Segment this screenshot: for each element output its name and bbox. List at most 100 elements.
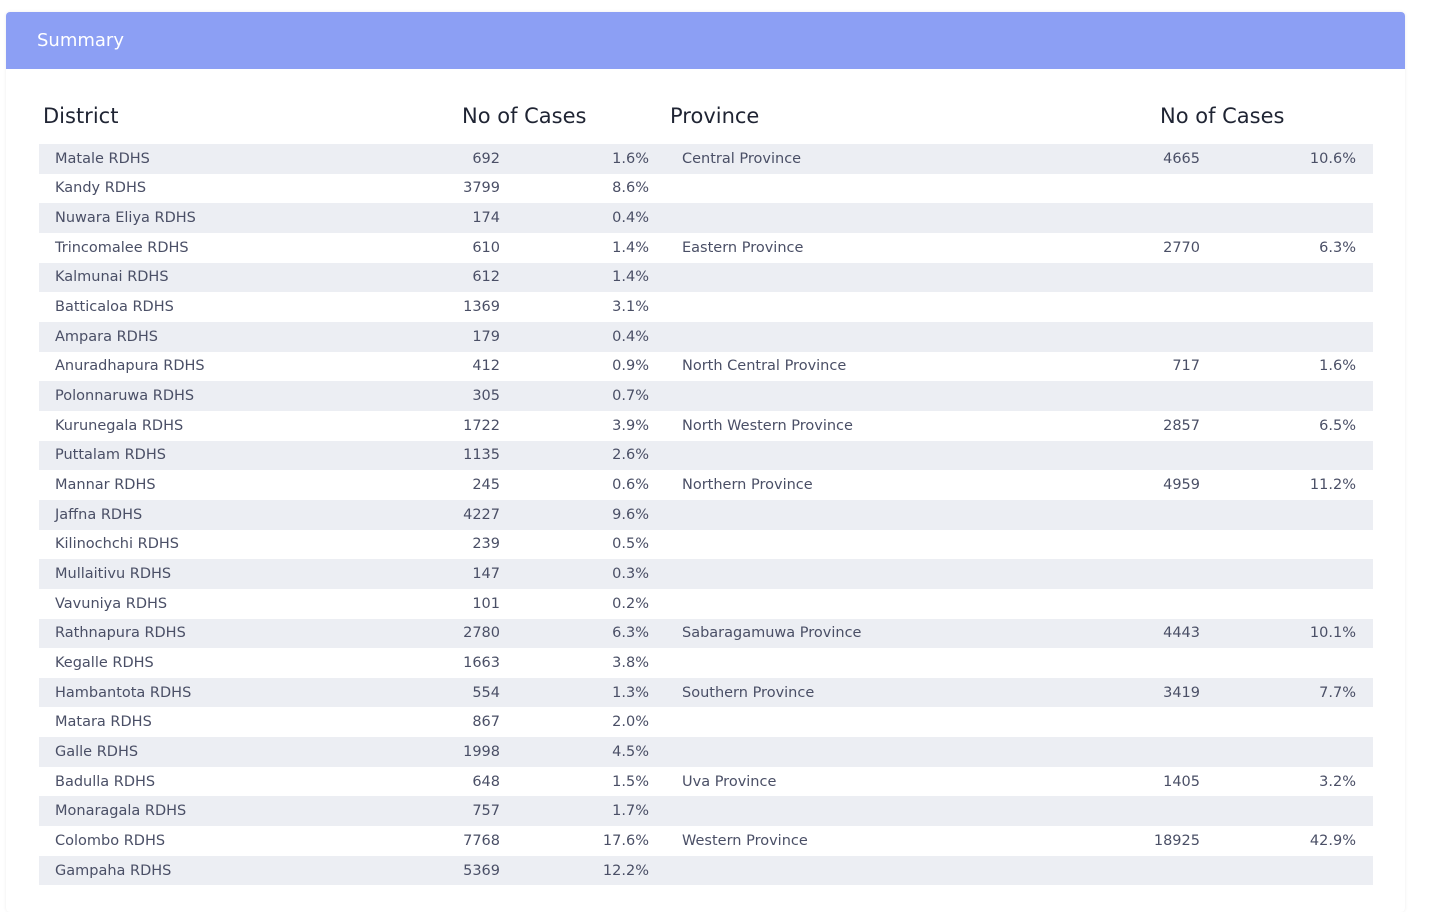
- province-cases-cell: 4959: [1163, 477, 1200, 494]
- summary-table-body: Matale RDHS 692 1.6% Central Province 4665 10…: [39, 144, 1373, 886]
- province-cell: Southern Province: [682, 684, 815, 701]
- district-percent-cell: 17.6%: [602, 832, 649, 849]
- district-percent-cell: 9.6%: [612, 506, 649, 523]
- province-cases-cell: 717: [1172, 358, 1200, 375]
- district-percent-cell: 4.5%: [612, 743, 649, 760]
- column-header-province: Province: [670, 104, 760, 128]
- district-cell: Trincomalee RDHS: [55, 239, 189, 256]
- district-cases-cell: 612: [472, 269, 500, 286]
- district-cases-cell: 648: [472, 773, 500, 790]
- district-percent-cell: 0.5%: [612, 536, 649, 553]
- district-cell: Galle RDHS: [55, 743, 139, 760]
- district-cell: Hambantota RDHS: [55, 684, 192, 701]
- district-percent-cell: 12.2%: [602, 862, 649, 879]
- province-cases-cell: 4665: [1163, 150, 1200, 167]
- province-cell: Sabaragamuwa Province: [682, 625, 862, 642]
- table-header: District No of Cases Province No of Case…: [6, 104, 1405, 144]
- district-cell: Kurunegala RDHS: [55, 417, 184, 434]
- province-cases-cell: 18925: [1153, 832, 1200, 849]
- district-cell: Kalmunai RDHS: [55, 269, 169, 286]
- province-percent-cell: 6.5%: [1319, 417, 1356, 434]
- district-cases-cell: 2780: [463, 625, 500, 642]
- province-cases-cell: 4443: [1163, 625, 1200, 642]
- table-row: Nuwara Eliya RDHS 174 0.4%: [39, 203, 1373, 233]
- province-cases-cell: 2770: [1163, 239, 1200, 256]
- district-cases-cell: 1135: [463, 447, 500, 464]
- province-cases-cell: 2857: [1163, 417, 1200, 434]
- province-cases-cell: 3419: [1163, 684, 1200, 701]
- district-cell: Matara RDHS: [55, 714, 152, 731]
- province-percent-cell: 10.6%: [1309, 150, 1356, 167]
- district-cases-cell: 101: [472, 595, 500, 612]
- table-row: Mannar RDHS 245 0.6% Northern Province 4959 1…: [39, 470, 1373, 500]
- district-cases-cell: 1369: [463, 299, 500, 316]
- card-header: Summary: [6, 12, 1405, 69]
- district-cell: Kilinochchi RDHS: [55, 536, 179, 553]
- district-percent-cell: 0.6%: [612, 477, 649, 494]
- province-cell: Eastern Province: [682, 239, 804, 256]
- district-cell: Mullaitivu RDHS: [55, 566, 172, 583]
- district-cell: Colombo RDHS: [55, 832, 166, 849]
- province-cell: North Western Province: [682, 417, 853, 434]
- table-row: Hambantota RDHS 554 1.3% Southern Province 3…: [39, 677, 1373, 708]
- table-row: Trincomalee RDHS 610 1.4% Eastern Province 2…: [39, 233, 1373, 263]
- district-percent-cell: 1.6%: [612, 150, 649, 167]
- table-row: Kalmunai RDHS 612 1.4%: [39, 262, 1373, 293]
- district-cell: Nuwara Eliya RDHS: [55, 210, 196, 227]
- district-cases-cell: 7768: [463, 832, 500, 849]
- column-header-province-cases: No of Cases: [1160, 104, 1285, 128]
- column-header-district-cases: No of Cases: [462, 104, 587, 128]
- district-cases-cell: 4227: [463, 506, 500, 523]
- province-cell: Northern Province: [682, 477, 813, 494]
- district-cases-cell: 245: [472, 477, 500, 494]
- district-percent-cell: 1.3%: [612, 684, 649, 701]
- district-cell: Anuradhapura RDHS: [55, 358, 205, 375]
- district-cell: Kegalle RDHS: [55, 654, 154, 671]
- district-percent-cell: 2.6%: [612, 447, 649, 464]
- table-row: Ampara RDHS 179 0.4%: [39, 321, 1373, 352]
- district-cases-cell: 239: [472, 536, 500, 553]
- district-cell: Polonnaruwa RDHS: [55, 388, 195, 405]
- district-cell: Matale RDHS: [55, 150, 150, 167]
- table-row: Vavuniya RDHS 101 0.2%: [39, 589, 1373, 619]
- table-row: Gampaha RDHS 5369 12.2%: [39, 855, 1373, 886]
- table-row: Matale RDHS 692 1.6% Central Province 4665 10…: [39, 144, 1373, 174]
- table-row: Galle RDHS 1998 4.5%: [39, 737, 1373, 767]
- district-percent-cell: 1.4%: [612, 269, 649, 286]
- district-cell: Gampaha RDHS: [55, 862, 172, 879]
- district-cases-cell: 757: [472, 803, 500, 820]
- province-cell: Uva Province: [682, 773, 777, 790]
- district-cell: Batticaloa RDHS: [55, 299, 174, 316]
- district-cases-cell: 179: [472, 328, 500, 345]
- district-percent-cell: 1.7%: [612, 803, 649, 820]
- district-cell: Monaragala RDHS: [55, 803, 187, 820]
- district-percent-cell: 3.8%: [612, 654, 649, 671]
- district-percent-cell: 0.4%: [612, 210, 649, 227]
- district-percent-cell: 3.1%: [612, 299, 649, 316]
- table-row: Anuradhapura RDHS 412 0.9% North Central Pr…: [39, 352, 1373, 382]
- district-cases-cell: 3799: [463, 180, 500, 197]
- province-cell: Western Province: [682, 832, 808, 849]
- district-percent-cell: 6.3%: [612, 625, 649, 642]
- table-row: Batticaloa RDHS 1369 3.1%: [39, 292, 1373, 322]
- district-cell: Vavuniya RDHS: [55, 595, 168, 612]
- district-cell: Kandy RDHS: [55, 180, 147, 197]
- district-cell: Badulla RDHS: [55, 773, 156, 790]
- card-title: Summary: [37, 30, 124, 51]
- district-cases-cell: 147: [472, 566, 500, 583]
- table-row: Kilinochchi RDHS 239 0.5%: [39, 530, 1373, 560]
- province-percent-cell: 1.6%: [1319, 358, 1356, 375]
- district-percent-cell: 0.9%: [612, 358, 649, 375]
- district-cell: Rathnapura RDHS: [55, 625, 186, 642]
- district-cases-cell: 305: [472, 388, 500, 405]
- province-percent-cell: 6.3%: [1319, 239, 1356, 256]
- district-percent-cell: 3.9%: [612, 417, 649, 434]
- district-percent-cell: 0.2%: [612, 595, 649, 612]
- table-row: Badulla RDHS 648 1.5% Uva Province 1405 3.2%: [39, 767, 1373, 797]
- district-cases-cell: 1722: [463, 417, 500, 434]
- district-percent-cell: 1.4%: [612, 239, 649, 256]
- district-percent-cell: 1.5%: [612, 773, 649, 790]
- district-percent-cell: 0.4%: [612, 328, 649, 345]
- table-row: Jaffna RDHS 4227 9.6%: [39, 499, 1373, 530]
- district-percent-cell: 0.3%: [612, 566, 649, 583]
